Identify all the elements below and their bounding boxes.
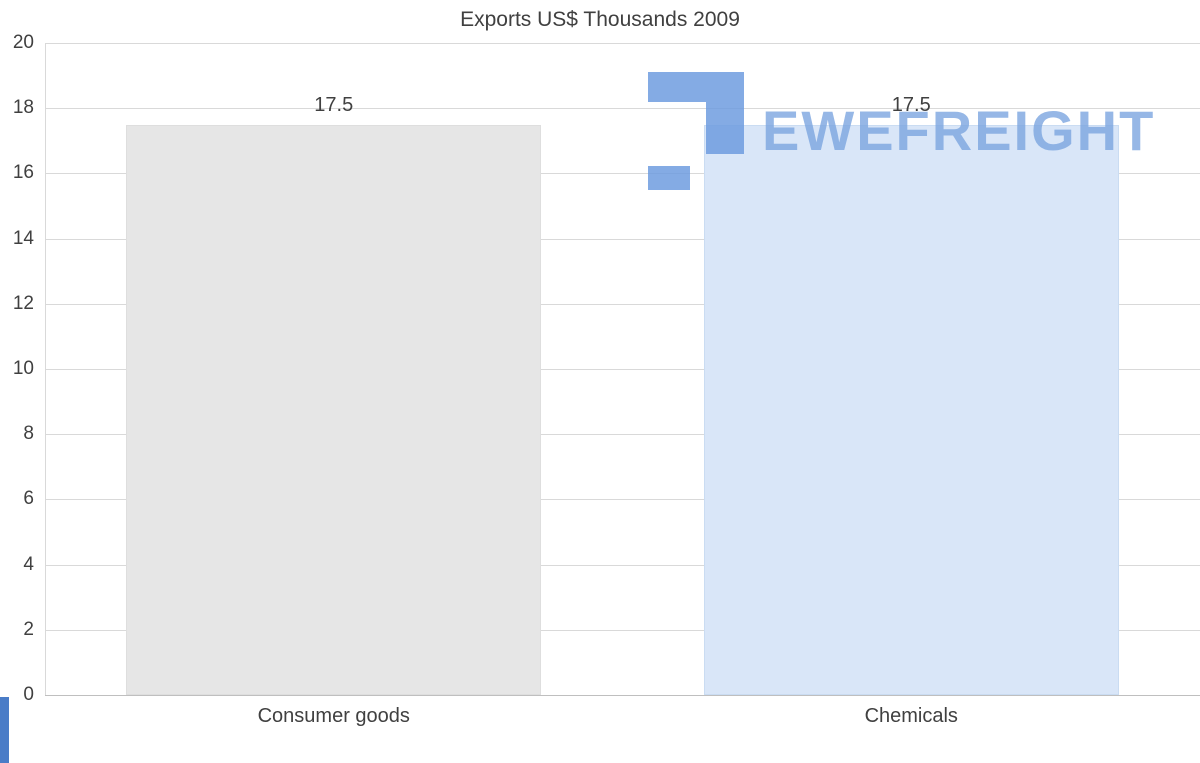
gridline [45,629,1200,631]
plot-area: 17.5 17.5 [45,43,1200,696]
bar-consumer-goods: 17.5 [126,94,542,695]
left-edge-strip [0,697,9,763]
y-tick-label: 2 [23,618,34,640]
x-axis-line [45,695,1200,696]
y-tick-label: 6 [23,488,34,510]
y-tick-label: 14 [12,227,34,249]
gridline [45,43,1200,44]
bar-chemicals: 17.5 [703,94,1119,695]
y-tick-label: 18 [12,97,34,119]
gridline [45,108,1200,110]
gridline [45,173,1200,175]
x-axis-category-labels: Consumer goods Chemicals [45,705,1200,739]
gridline [45,564,1200,566]
y-axis-tick-labels: 0 2 4 6 8 10 12 14 16 18 20 [0,32,38,705]
bar-value-label: 17.5 [891,93,931,116]
y-tick-label: 16 [12,162,34,184]
gridline [45,434,1200,436]
gridline [45,303,1200,305]
gridline [45,369,1200,370]
y-tick-label: 8 [23,423,34,445]
x-category-label: Consumer goods [257,705,410,727]
gridline [45,238,1200,240]
gridline [45,499,1200,501]
y-tick-label: 12 [12,292,34,314]
y-tick-label: 4 [23,553,34,575]
bar-value-label: 17.5 [314,93,354,116]
y-tick-label: 0 [23,684,34,705]
chart-title: Exports US$ Thousands 2009 [460,8,740,31]
x-category-label: Chemicals [864,705,958,727]
y-tick-label: 20 [12,32,34,53]
y-tick-label: 10 [12,358,34,379]
